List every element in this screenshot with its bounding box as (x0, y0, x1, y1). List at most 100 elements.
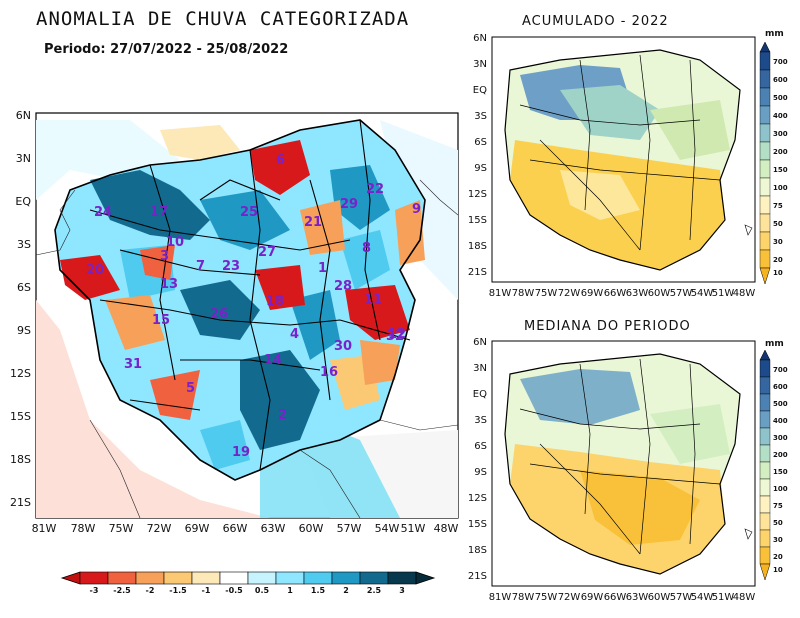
svg-text:10: 10 (773, 269, 783, 277)
svg-text:1: 1 (318, 261, 327, 276)
svg-text:4: 4 (290, 327, 299, 342)
svg-text:6S: 6S (474, 441, 487, 452)
svg-text:2.5: 2.5 (367, 586, 382, 595)
svg-text:72W: 72W (147, 522, 172, 535)
svg-text:75W: 75W (109, 522, 134, 535)
svg-text:18S: 18S (468, 241, 487, 252)
svg-text:0.5: 0.5 (255, 586, 270, 595)
svg-text:10: 10 (773, 566, 783, 574)
svg-text:30: 30 (773, 238, 783, 246)
svg-text:63W: 63W (626, 592, 649, 603)
svg-text:18: 18 (266, 294, 284, 309)
svg-text:3S: 3S (474, 415, 487, 426)
svg-text:150: 150 (773, 166, 788, 174)
mediana-colorbar: mm 700 600 500 400 300 200 150 (759, 339, 788, 581)
svg-text:66W: 66W (604, 288, 627, 299)
svg-text:9S: 9S (474, 467, 487, 478)
svg-text:78W: 78W (71, 522, 96, 535)
svg-text:3N: 3N (473, 363, 487, 374)
svg-text:-1.5: -1.5 (169, 586, 187, 595)
svg-text:300: 300 (773, 130, 788, 138)
svg-text:6S: 6S (474, 137, 487, 148)
svg-text:6N: 6N (16, 109, 31, 122)
svg-text:700: 700 (773, 58, 788, 66)
mediana-title: MEDIANA DO PERIODO (524, 319, 691, 334)
svg-text:1: 1 (287, 586, 293, 595)
acumulado-lon-labels: 81W 78W 75W 72W 69W 66W 63W 60W 57W 54W … (489, 288, 756, 299)
svg-text:3N: 3N (473, 59, 487, 70)
svg-text:69W: 69W (185, 522, 210, 535)
svg-text:700: 700 (773, 366, 788, 374)
svg-text:1.5: 1.5 (311, 586, 326, 595)
svg-text:21S: 21S (468, 571, 487, 582)
svg-text:6S: 6S (17, 281, 31, 294)
svg-text:EQ: EQ (473, 85, 487, 96)
svg-text:3: 3 (160, 249, 169, 264)
svg-text:17: 17 (150, 205, 168, 220)
svg-text:15S: 15S (468, 215, 487, 226)
svg-text:75: 75 (773, 202, 783, 210)
svg-text:78W: 78W (512, 592, 535, 603)
acumulado-map: 6N 3N EQ 3S 6S 9S 12S 15S 18S 21S 81W 78… (468, 29, 788, 299)
svg-text:72W: 72W (558, 288, 581, 299)
svg-text:21: 21 (304, 215, 322, 230)
svg-text:54W: 54W (691, 288, 714, 299)
svg-text:75W: 75W (535, 288, 558, 299)
svg-text:60W: 60W (648, 288, 671, 299)
svg-text:69W: 69W (581, 288, 604, 299)
svg-text:48W: 48W (434, 522, 459, 535)
svg-text:200: 200 (773, 148, 788, 156)
svg-text:50: 50 (773, 519, 783, 527)
svg-text:24: 24 (94, 205, 112, 220)
svg-text:9S: 9S (474, 163, 487, 174)
svg-text:6N: 6N (473, 33, 487, 44)
svg-text:7: 7 (196, 259, 205, 274)
svg-text:200: 200 (773, 451, 788, 459)
svg-text:2: 2 (278, 408, 287, 423)
svg-text:mm: mm (765, 29, 784, 39)
svg-text:600: 600 (773, 76, 788, 84)
svg-text:50: 50 (773, 220, 783, 228)
svg-text:13: 13 (160, 277, 178, 292)
svg-text:19: 19 (232, 445, 250, 460)
svg-text:57W: 57W (337, 522, 362, 535)
svg-text:66W: 66W (604, 592, 627, 603)
svg-text:54W: 54W (691, 592, 714, 603)
svg-text:500: 500 (773, 94, 788, 102)
svg-text:8: 8 (362, 241, 371, 256)
main-lat-labels: 6N 3N EQ 3S 6S 9S 12S 15S 18S 21S (10, 109, 31, 509)
svg-text:18S: 18S (468, 545, 487, 556)
svg-text:11: 11 (364, 293, 382, 308)
svg-text:10: 10 (166, 235, 184, 250)
svg-text:15S: 15S (468, 519, 487, 530)
svg-text:69W: 69W (581, 592, 604, 603)
svg-text:400: 400 (773, 112, 788, 120)
svg-text:75W: 75W (535, 592, 558, 603)
svg-text:12S: 12S (468, 189, 487, 200)
svg-text:-0.5: -0.5 (225, 586, 243, 595)
svg-text:EQ: EQ (15, 195, 31, 208)
svg-text:400: 400 (773, 417, 788, 425)
svg-text:300: 300 (773, 434, 788, 442)
svg-text:78W: 78W (512, 288, 535, 299)
svg-text:15: 15 (152, 313, 170, 328)
svg-text:57W: 57W (670, 592, 693, 603)
mediana-lat-labels: 6N 3N EQ 3S 6S 9S 12S 15S 18S 21S (468, 337, 487, 582)
svg-text:31: 31 (124, 357, 142, 372)
svg-text:5: 5 (186, 381, 195, 396)
svg-text:-1: -1 (202, 586, 211, 595)
map-title: ANOMALIA DE CHUVA CATEGORIZADA (36, 8, 410, 30)
svg-text:51W: 51W (712, 288, 735, 299)
svg-text:9S: 9S (17, 324, 31, 337)
svg-text:20: 20 (773, 256, 783, 264)
anomaly-map: 1 2 3 4 5 6 7 8 9 10 11 12 13 14 15 16 1… (10, 109, 459, 535)
mediana-map: 6N 3N EQ 3S 6S 9S 12S 15S 18S 21S 81W 78… (468, 337, 788, 603)
svg-text:60W: 60W (299, 522, 324, 535)
svg-text:48W: 48W (733, 288, 756, 299)
svg-text:60W: 60W (648, 592, 671, 603)
svg-text:54W: 54W (375, 522, 400, 535)
period-subtitle: Periodo: 27/07/2022 - 25/08/2022 (44, 42, 289, 57)
svg-text:29: 29 (340, 197, 358, 212)
main-lon-labels: 81W 78W 75W 72W 69W 66W 63W 60W 57W 54W … (32, 522, 459, 535)
svg-text:-3: -3 (90, 586, 99, 595)
